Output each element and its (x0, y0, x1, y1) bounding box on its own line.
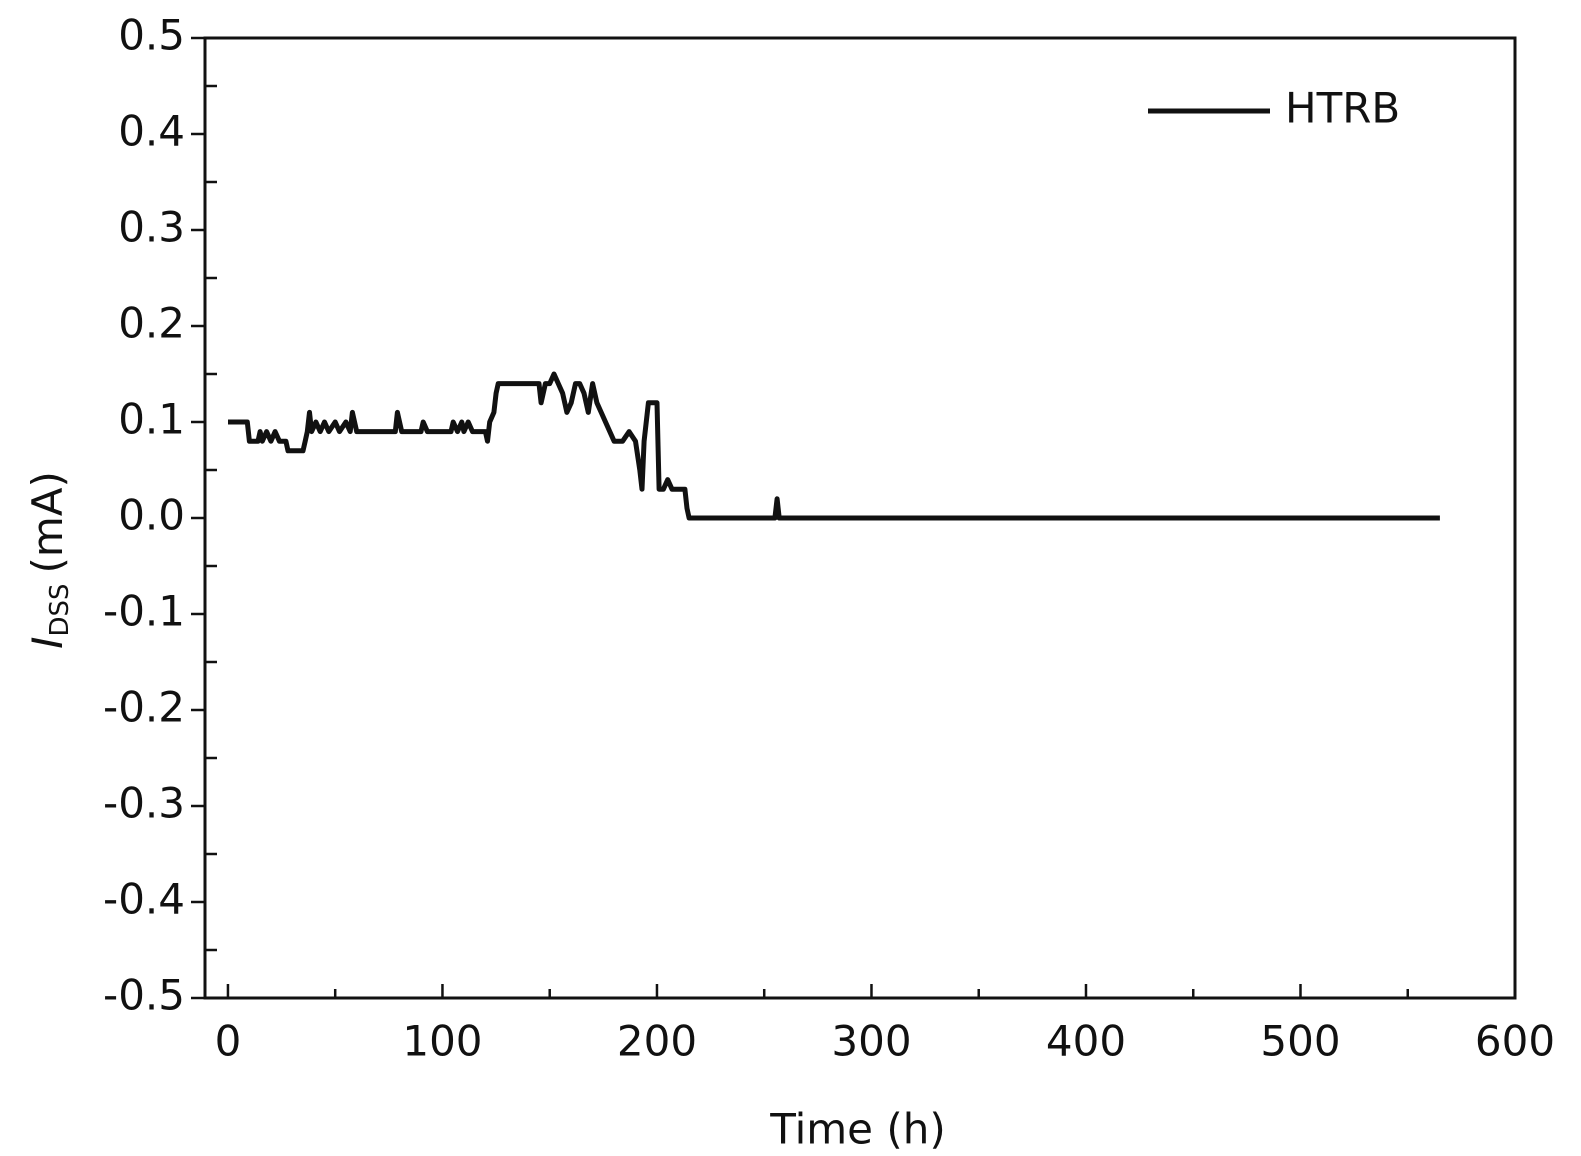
y-tick-label: 0.3 (118, 203, 185, 252)
y-label-unit: (mA) (23, 471, 72, 573)
x-tick-label: 100 (402, 1017, 482, 1066)
y-label-subscript: DSS (45, 584, 75, 637)
y-tick-label: -0.2 (103, 683, 185, 732)
x-tick-label: 400 (1046, 1017, 1126, 1066)
y-tick-label: 0.0 (118, 491, 185, 540)
y-label-symbol: I (23, 637, 72, 649)
x-tick-label: 0 (215, 1017, 242, 1066)
y-tick-label: 0.4 (118, 107, 185, 156)
y-tick-label: 0.1 (118, 395, 185, 444)
x-tick-label: 200 (617, 1017, 697, 1066)
y-tick-label: -0.1 (103, 587, 185, 636)
legend-label: HTRB (1285, 84, 1400, 133)
y-tick-label: -0.5 (103, 971, 185, 1020)
x-tick-label: 300 (831, 1017, 911, 1066)
y-tick-label: -0.4 (103, 875, 185, 924)
x-tick-label: 500 (1260, 1017, 1340, 1066)
y-axis-label: IDSS (mA) (23, 471, 75, 649)
data-line (228, 371, 1440, 521)
y-tick-label: 0.5 (118, 11, 185, 60)
plot-frame (203, 36, 1517, 1000)
x-axis-label: Time (h) (769, 1105, 946, 1154)
y-tick-label: 0.2 (118, 299, 185, 348)
y-tick-label: -0.3 (103, 779, 185, 828)
x-tick-label: 600 (1475, 1017, 1555, 1066)
